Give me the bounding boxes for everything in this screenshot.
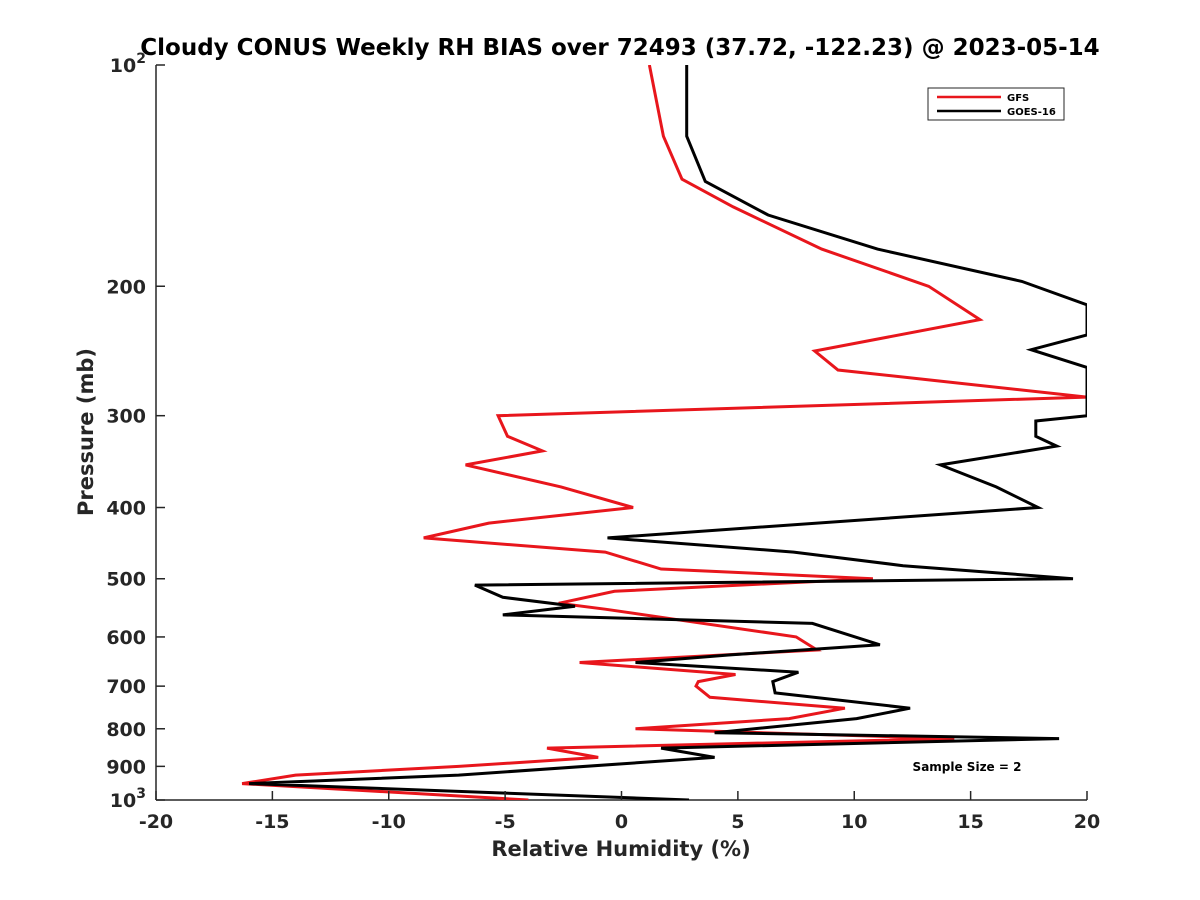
legend-label-goes16: GOES-16	[1007, 107, 1056, 118]
x-axis-label: Relative Humidity (%)	[491, 837, 750, 861]
x-tick-label: -15	[255, 811, 289, 833]
x-tick-label: -5	[495, 811, 516, 833]
chart-title: Cloudy CONUS Weekly RH BIAS over 72493 (…	[140, 35, 1099, 61]
x-tick-label: -10	[372, 811, 406, 833]
legend-box	[927, 87, 1065, 121]
x-tick-label: 15	[957, 811, 983, 833]
series-layer	[241, 65, 1087, 800]
x-tick-label: 5	[731, 811, 744, 833]
y-tick-label: 800	[106, 719, 146, 741]
series-line-gfs	[241, 65, 1087, 800]
legend: GFS GOES-16	[927, 87, 1065, 121]
y-tick-label: 300	[106, 406, 146, 428]
y-axis-label: Pressure (mb)	[74, 348, 98, 516]
series-line-goes16	[249, 65, 1087, 800]
y-ticks: 102 200 300 400 500 600 700 800 900 103	[106, 51, 165, 812]
sample-size-annotation: Sample Size = 2	[913, 760, 1022, 774]
y-tick-label: 700	[106, 676, 146, 698]
y-tick-label: 500	[106, 569, 146, 591]
legend-label-gfs: GFS	[1007, 93, 1029, 104]
x-tick-label: -20	[139, 811, 173, 833]
y-tick-label: 900	[106, 756, 146, 778]
x-tick-label: 0	[615, 811, 628, 833]
x-tick-label: 10	[841, 811, 867, 833]
y-tick-label: 600	[106, 627, 146, 649]
y-tick-label: 103	[110, 786, 146, 812]
y-tick-label: 102	[110, 51, 146, 77]
x-ticks: -20 -15 -10 -5 0 5 10 15 20	[139, 791, 1100, 833]
x-tick-label: 20	[1074, 811, 1100, 833]
y-tick-label: 200	[106, 276, 146, 298]
y-tick-label: 400	[106, 498, 146, 520]
